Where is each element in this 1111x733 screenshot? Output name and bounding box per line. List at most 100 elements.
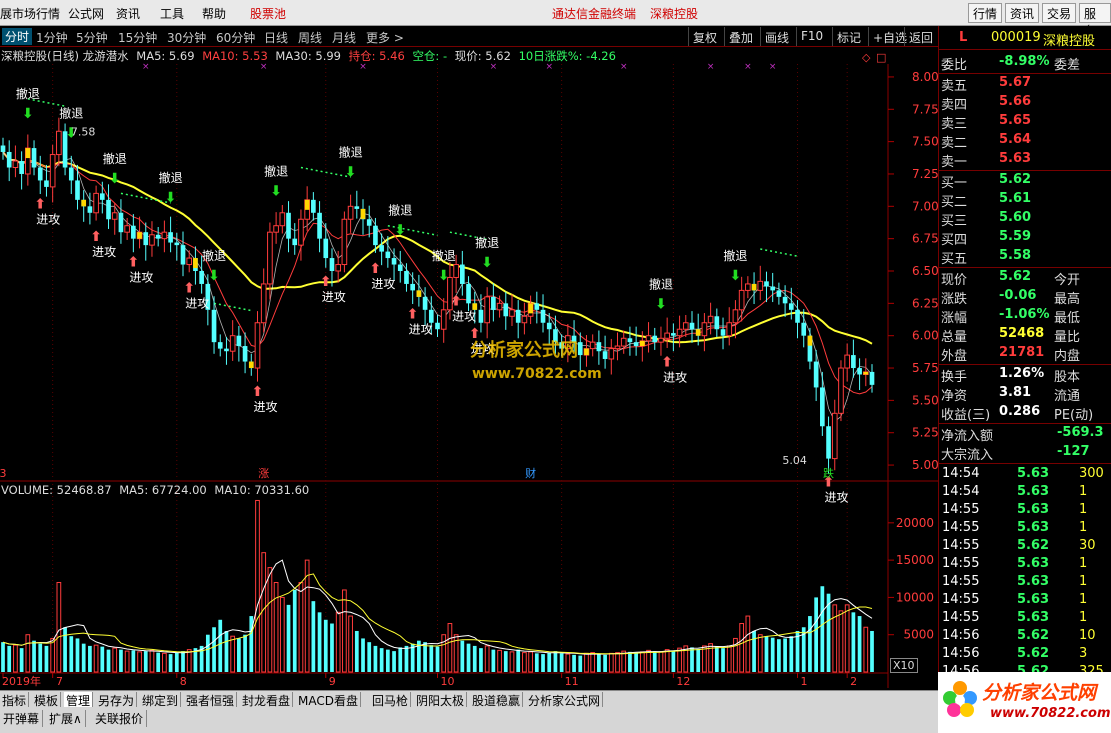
- highlight-bar: [360, 208, 366, 219]
- volume-bar: [88, 645, 92, 672]
- candle-body: [720, 329, 726, 336]
- volume-bar: [795, 630, 800, 672]
- volume-bar: [93, 644, 99, 673]
- candle-body: [614, 345, 621, 350]
- menu-help[interactable]: 帮助: [202, 7, 227, 21]
- trade-button[interactable]: 交易: [1042, 3, 1077, 23]
- volume-bar: [56, 582, 62, 673]
- bottom-tab[interactable]: 封龙看盘: [240, 692, 294, 709]
- candle-body: [242, 346, 248, 362]
- tick-row: 14:55 5.63 1: [939, 609, 1111, 627]
- f10-button[interactable]: F10: [796, 27, 827, 46]
- tab-5min[interactable]: 5分钟: [76, 31, 108, 45]
- adjust-button[interactable]: 复权: [688, 27, 721, 46]
- diamond-icon[interactable]: ◇: [862, 51, 871, 64]
- news-button[interactable]: 资讯: [1005, 3, 1040, 23]
- event-tag[interactable]: 3: [0, 467, 7, 480]
- x10-box[interactable]: X10: [890, 658, 918, 673]
- volume-bar: [820, 586, 825, 672]
- quote-button[interactable]: 行情: [968, 3, 1003, 23]
- candle-body: [428, 309, 434, 323]
- draw-button[interactable]: 画线: [760, 27, 793, 46]
- volume-bar: [590, 652, 596, 673]
- tick-row: 14:55 5.63 1: [939, 573, 1111, 591]
- bottom-tab[interactable]: 另存为: [96, 692, 138, 709]
- tab-60min[interactable]: 60分钟: [216, 31, 256, 45]
- attack-label: 进攻: [825, 491, 849, 505]
- attack-arrow-icon: ⬆: [407, 306, 419, 322]
- volume-bar: [764, 636, 769, 672]
- extension-tab[interactable]: 开弹幕: [0, 710, 44, 727]
- volume-bar: [354, 630, 359, 672]
- tick-volume: 1: [1079, 502, 1088, 517]
- tick-time: 14:56: [942, 646, 980, 661]
- tab-1min[interactable]: 1分钟: [36, 31, 68, 45]
- volume-bar: [367, 642, 372, 672]
- menu-market[interactable]: 展市场行情: [0, 7, 61, 21]
- bottom-tab[interactable]: 管理: [64, 692, 94, 709]
- candle-body: [99, 193, 105, 200]
- tab-15min[interactable]: 15分钟: [118, 31, 158, 45]
- volume-bar: [124, 650, 130, 673]
- candle-body: [671, 333, 676, 336]
- volume-bar: [131, 650, 136, 672]
- menu-tools[interactable]: 工具: [160, 7, 185, 21]
- bottom-tab[interactable]: 分析家公式网: [526, 692, 604, 709]
- ask-row: 卖三 5.65: [939, 112, 1111, 132]
- attack-label: 进攻: [663, 370, 687, 384]
- volume-bar: [286, 604, 291, 672]
- bottom-tab[interactable]: 股道稳赢: [470, 692, 524, 709]
- x-label-year: 2019年: [2, 674, 41, 688]
- bottom-tab[interactable]: 绑定到: [140, 692, 182, 709]
- stat-row-value: 21781: [999, 345, 1045, 360]
- bottom-tab[interactable]: MACD看盘: [296, 692, 361, 709]
- square-icon[interactable]: □: [876, 51, 886, 64]
- highlight-bar: [695, 329, 701, 336]
- back-button[interactable]: 返回: [904, 27, 937, 46]
- menu-news[interactable]: 资讯: [116, 7, 141, 21]
- event-tag[interactable]: 财: [525, 466, 536, 480]
- candle-body: [608, 348, 615, 360]
- volume-bar: [119, 649, 123, 672]
- tab-intraday[interactable]: 分时: [2, 28, 33, 45]
- candle-body: [701, 322, 708, 337]
- volume-bar: [13, 644, 18, 673]
- menu-formula[interactable]: 公式网: [68, 7, 105, 21]
- vol-ma10-line: [2, 573, 873, 655]
- add-watchlist-button[interactable]: +自选: [868, 27, 911, 46]
- volume-bar: [497, 649, 502, 673]
- mark-button[interactable]: 标记: [832, 27, 865, 46]
- candle-body: [589, 341, 596, 350]
- retreat-label: 撤退: [432, 248, 456, 263]
- tab-more[interactable]: 更多 >: [366, 31, 404, 45]
- candle-body: [292, 238, 298, 246]
- bottom-tab[interactable]: 强者恒强: [184, 692, 238, 709]
- bottom-tab[interactable]: 回马枪: [370, 692, 412, 709]
- tick-list[interactable]: 14:54 5.63 300 14:54 5.63 1 14:55 5.63 1 14:55 5.6…: [939, 465, 1111, 676]
- volume-bar: [578, 655, 583, 672]
- candle-body: [317, 212, 322, 239]
- kline-chart[interactable]: × × × × × × × × × ◇ □ 8.00 7.75 7.50 7.25 7.00 6.75 6.50…: [0, 48, 938, 688]
- tab-monthly[interactable]: 月线: [332, 31, 357, 45]
- menu-stock-pool[interactable]: 股票池: [250, 7, 287, 21]
- price-label: 7.25: [912, 167, 938, 181]
- bottom-tab[interactable]: 指标: [0, 692, 30, 709]
- tab-weekly[interactable]: 周线: [298, 31, 323, 45]
- tab-30min[interactable]: 30分钟: [167, 31, 207, 45]
- weibi-row-label: 委比: [941, 58, 968, 73]
- bid-row: 买一 5.62: [939, 171, 1111, 191]
- extension-tab[interactable]: 扩展∧: [46, 710, 86, 727]
- event-tag[interactable]: 涨: [258, 467, 269, 480]
- bid-row-label: 买三: [941, 214, 968, 229]
- bottom-tab[interactable]: 阴阳太极: [414, 692, 468, 709]
- tick-row: 14:54 5.63 1: [939, 483, 1111, 501]
- overlay-button[interactable]: 叠加: [724, 27, 757, 46]
- event-tag[interactable]: 跌: [823, 466, 834, 480]
- bottom-tab[interactable]: 模板: [32, 692, 62, 709]
- service-button[interactable]: 服务: [1079, 3, 1111, 38]
- volume-bar: [38, 643, 43, 672]
- tab-daily[interactable]: 日线: [264, 31, 289, 45]
- candle-body: [62, 131, 68, 168]
- extension-tab[interactable]: 关联报价: [92, 710, 148, 727]
- attack-label: 进攻: [36, 212, 60, 226]
